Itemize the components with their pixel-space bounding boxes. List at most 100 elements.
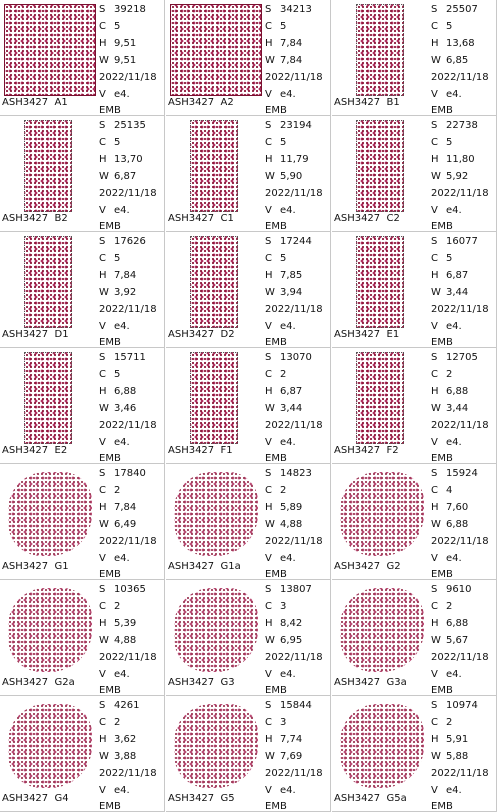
field-value: 6,87: [280, 386, 303, 397]
field-label: V: [265, 553, 272, 564]
field-value: 14823: [280, 468, 312, 479]
thumbnail: [8, 704, 92, 788]
format: EMB: [431, 801, 453, 812]
field-label: C: [265, 253, 272, 264]
field-label: C: [265, 21, 272, 32]
field-value: 6,88: [446, 618, 469, 629]
thumbnail: [340, 588, 424, 672]
field-value: e4.: [446, 89, 462, 100]
file-name: ASH3427 G5a: [334, 793, 407, 804]
field-value: 15711: [114, 352, 146, 363]
field-label: C: [99, 485, 106, 496]
field-value: e4.: [446, 669, 462, 680]
field-label: W: [431, 171, 441, 182]
field-value: 4,88: [114, 635, 137, 646]
field-value: 5,90: [280, 171, 303, 182]
thumbnail: [174, 472, 258, 556]
field-value: e4.: [446, 205, 462, 216]
field-label: C: [431, 717, 438, 728]
date: 2022/11/18: [99, 72, 157, 83]
field-value: 7,84: [114, 270, 137, 281]
file-item[interactable]: ASH3427 C1 S 23194 C 5 H 11,79 W 5,90 2022/11/18 V…: [166, 116, 331, 232]
field-value: 23194: [280, 120, 312, 131]
file-name: ASH3427 G3: [168, 677, 235, 688]
date: 2022/11/18: [99, 188, 157, 199]
file-name: ASH3427 C2: [334, 213, 400, 224]
field-value: 6,87: [446, 270, 469, 281]
field-value: e4.: [280, 669, 296, 680]
format: EMB: [265, 453, 287, 464]
file-name: ASH3427 G5: [168, 793, 235, 804]
field-label: W: [99, 171, 109, 182]
field-label: S: [99, 584, 106, 595]
date: 2022/11/18: [265, 188, 323, 199]
field-label: C: [99, 21, 106, 32]
field-value: 5: [280, 21, 287, 32]
field-label: S: [99, 4, 106, 15]
field-value: 5: [114, 21, 121, 32]
thumbnail: [24, 120, 72, 212]
field-value: 2: [114, 485, 121, 496]
field-label: C: [99, 717, 106, 728]
field-value: 6,95: [280, 635, 303, 646]
field-value: 2: [446, 369, 453, 380]
field-label: H: [265, 734, 273, 745]
format: EMB: [99, 105, 121, 116]
field-value: 3: [280, 717, 287, 728]
file-name: ASH3427 D1: [2, 329, 69, 340]
file-item[interactable]: ASH3427 G2a S 10365 C 2 H 5,39 W 4,88 2022/11/18 V…: [0, 580, 165, 696]
field-value: e4.: [114, 321, 130, 332]
thumbnail: [356, 352, 404, 444]
field-label: C: [431, 601, 438, 612]
field-label: S: [431, 4, 438, 15]
field-label: S: [265, 584, 272, 595]
thumbnail: [340, 704, 424, 788]
date: 2022/11/18: [99, 304, 157, 315]
field-label: S: [265, 352, 272, 363]
field-label: C: [99, 601, 106, 612]
field-value: e4.: [114, 553, 130, 564]
field-label: S: [431, 352, 438, 363]
field-label: H: [265, 154, 273, 165]
field-label: C: [99, 253, 106, 264]
field-value: 39218: [114, 4, 146, 15]
field-value: 5,92: [446, 171, 469, 182]
field-label: H: [265, 618, 273, 629]
format: EMB: [99, 569, 121, 580]
field-label: V: [265, 89, 272, 100]
field-value: 6,85: [446, 55, 469, 66]
date: 2022/11/18: [431, 304, 489, 315]
file-item[interactable]: ASH3427 B1 S 25507 C 5 H 13,68 W 6,85 2022/11/18 V…: [332, 0, 497, 116]
file-item[interactable]: ASH3427 C2 S 22738 C 5 H 11,80 W 5,92 2022/11/18 V…: [332, 116, 497, 232]
field-value: 2: [446, 601, 453, 612]
field-value: 15844: [280, 700, 312, 711]
date: 2022/11/18: [431, 652, 489, 663]
file-item[interactable]: ASH3427 G5a S 10974 C 2 H 5,91 W 5,88 2022/11/18 V…: [332, 696, 497, 812]
field-value: 5,88: [446, 751, 469, 762]
field-label: H: [99, 502, 107, 513]
field-label: C: [265, 717, 272, 728]
field-value: 3: [280, 601, 287, 612]
field-value: e4.: [114, 669, 130, 680]
field-value: 10365: [114, 584, 146, 595]
field-value: 5: [280, 137, 287, 148]
file-item[interactable]: ASH3427 B2 S 25135 C 5 H 13,70 W 6,87 2022/11/18 V…: [0, 116, 165, 232]
file-item[interactable]: ASH3427 G1a S 14823 C 2 H 5,89 W 4,88 2022/11/18 V…: [166, 464, 331, 580]
file-name: ASH3427 G3a: [334, 677, 407, 688]
format: EMB: [265, 105, 287, 116]
field-value: 3,88: [114, 751, 137, 762]
